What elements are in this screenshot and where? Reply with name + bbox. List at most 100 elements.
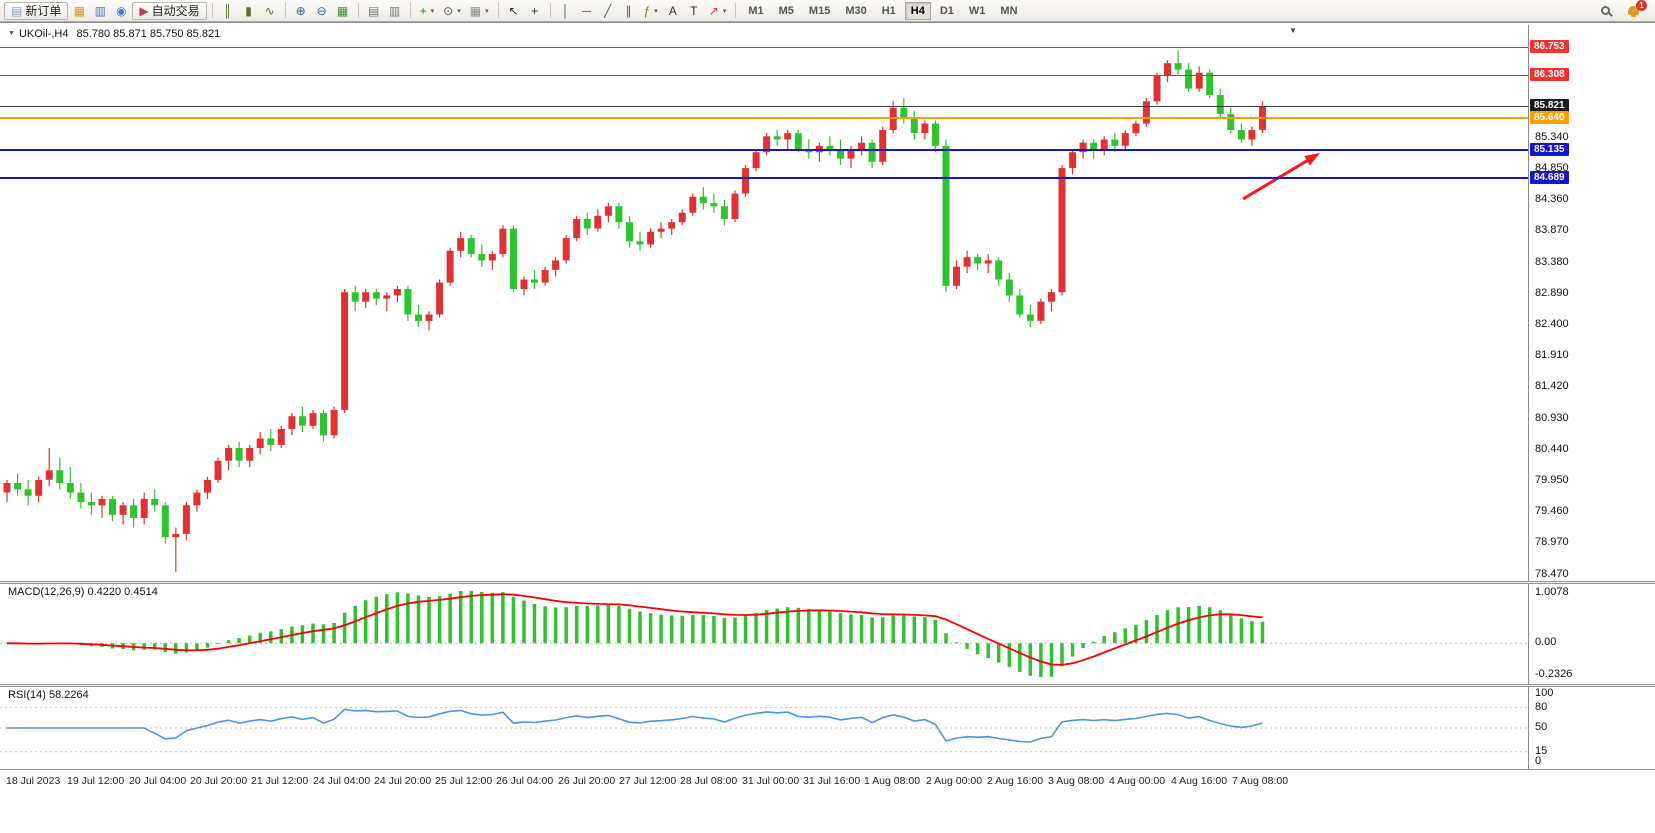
auto-trading-button[interactable]: ▶ 自动交易 — [132, 1, 207, 20]
zoom-out-icon: ⊖ — [316, 3, 327, 18]
macd-panel[interactable]: MACD(12,26,9) 0.4220 0.4514 — [0, 584, 1528, 684]
time-axis-label: 26 Jul 20:00 — [558, 775, 616, 787]
arrow-tools-icon: ↗ — [708, 3, 719, 18]
price-tick-label: 80.440 — [1535, 443, 1569, 455]
caret-down-icon: ▾ — [430, 7, 435, 15]
timeframe-h4-button[interactable]: H4 — [904, 1, 931, 20]
toolbar-separator — [284, 3, 286, 18]
chart-shift-marker[interactable]: ▼ — [1289, 26, 1297, 35]
price-tick-label: 78.470 — [1535, 568, 1569, 580]
toolbar-separator — [735, 3, 737, 18]
macd-axis-zero: 0.00 — [1535, 636, 1557, 648]
timeframe-h1-button[interactable]: H1 — [881, 4, 896, 17]
arrow-tools-button[interactable]: ↗ ▾ — [705, 2, 731, 20]
timeframe-w1-button[interactable]: W1 — [968, 4, 986, 17]
caret-down-icon: ▾ — [457, 7, 461, 15]
crosshair-button[interactable]: + — [525, 2, 545, 20]
navigator-button[interactable]: ◉ — [111, 2, 131, 20]
zoom-out-button[interactable]: ⊖ — [312, 2, 332, 20]
timeframe-bar: M1 M5 M15 M30 H1 H4 D1 W1 MN — [741, 1, 1024, 20]
chart-canvas[interactable]: ▼ UKOil-,H4 85.780 85.871 85.750 85.821 ▼ — [0, 25, 1528, 581]
price-tick-label: 83.380 — [1535, 256, 1569, 268]
caret-down-icon: ▾ — [485, 7, 489, 15]
panel-separator-rsi[interactable] — [0, 684, 1655, 687]
rsi-plot — [0, 707, 1528, 753]
bar-chart-button[interactable]: ║ — [218, 2, 238, 20]
time-axis-label: 1 Aug 08:00 — [864, 775, 921, 787]
price-tick-label: 79.950 — [1535, 474, 1569, 486]
templates-button[interactable]: ▦ ▾ — [466, 2, 493, 20]
fibonacci-icon: ƒ — [643, 3, 651, 18]
macd-axis-min: -0.2326 — [1535, 668, 1573, 680]
symbol-label: UKOil-,H4 — [18, 28, 69, 40]
time-axis-label: 27 Jul 12:00 — [619, 775, 677, 787]
auto-trading-label: 自动交易 — [151, 4, 200, 18]
toolbar-separator — [497, 3, 499, 18]
notifications-button[interactable]: 1 — [1623, 0, 1647, 20]
resistance-lower-badge: 86.308 — [1530, 68, 1569, 81]
ohlc-readout: 85.780 85.871 85.750 85.821 — [76, 28, 221, 40]
vertical-line-icon: │ — [561, 3, 570, 18]
new-order-label: 新订单 — [25, 4, 62, 18]
timeframe-mn-button[interactable]: MN — [1000, 4, 1018, 17]
price-tick-label: 82.400 — [1535, 318, 1569, 330]
timeframe-d1-button[interactable]: D1 — [939, 4, 954, 17]
pivot-orange-badge: 85.640 — [1530, 111, 1569, 124]
time-axis[interactable]: 18 Jul 2023 19 Jul 12:00 20 Jul 04:00 20 Ju… — [0, 769, 1655, 791]
candles-layer — [3, 50, 1320, 573]
window-list-button[interactable]: ▥ — [385, 2, 405, 20]
horizontal-line-button[interactable]: ─ — [577, 2, 597, 20]
timeframe-m5-button[interactable]: M5 — [778, 4, 794, 17]
market-watch-button[interactable]: ▦ — [69, 2, 89, 20]
fibonacci-button[interactable]: ƒ ▾ — [640, 2, 662, 20]
timeframe-m30-button[interactable]: M30 — [845, 4, 867, 17]
caret-down-icon: ▾ — [654, 7, 658, 15]
rsi-panel[interactable]: RSI(14) 58.2264 — [0, 687, 1528, 769]
rsi-axis-label: 100 — [1535, 687, 1554, 699]
new-order-button[interactable]: ▤ 新订单 — [4, 1, 69, 20]
market-watch-icon: ▦ — [73, 3, 86, 18]
periods-icon: ⊙ — [443, 3, 454, 18]
time-axis-label: 4 Aug 00:00 — [1109, 775, 1166, 787]
bell-icon — [1627, 6, 1639, 17]
price-tick-label: 81.910 — [1535, 349, 1569, 361]
time-labels: 18 Jul 2023 19 Jul 12:00 20 Jul 04:00 20 Ju… — [0, 770, 1655, 791]
cascade-windows-button[interactable]: ▤ — [364, 2, 384, 20]
price-tick-label: 85.340 — [1535, 131, 1569, 143]
panel-separator-macd[interactable] — [0, 581, 1655, 584]
text-button[interactable]: A — [663, 2, 683, 20]
vertical-line-button[interactable]: │ — [556, 2, 576, 20]
time-axis-label: 4 Aug 16:00 — [1171, 775, 1228, 787]
data-window-button[interactable]: ▥ — [90, 2, 110, 20]
time-axis-label: 20 Jul 04:00 — [129, 775, 187, 787]
price-tick-label: 79.460 — [1535, 505, 1569, 517]
macd-plot — [0, 591, 1528, 677]
support-upper-badge: 85.135 — [1530, 143, 1569, 156]
cursor-button[interactable]: ↖ — [504, 2, 524, 20]
current-price-badge: 85.821 — [1530, 99, 1569, 112]
timeframe-m15-button[interactable]: M15 — [808, 4, 831, 17]
crosshair-icon: + — [531, 3, 539, 18]
rsi-axis-label: 80 — [1535, 701, 1548, 713]
collapse-indicators-icon[interactable]: ▼ — [8, 30, 15, 37]
line-chart-button[interactable]: ∿ — [260, 2, 280, 20]
price-axis[interactable]: 85.340 84.850 84.360 83.870 83.380 82.890 82.4… — [1529, 25, 1655, 581]
axis-border — [1528, 25, 1529, 769]
text-label-button[interactable]: T — [684, 2, 704, 20]
trendline-button[interactable]: ╱ — [598, 2, 618, 20]
price-tick-label: 80.930 — [1535, 412, 1569, 424]
search-button[interactable] — [1595, 2, 1615, 20]
resistance-upper-badge: 86.753 — [1530, 40, 1569, 53]
periods-button[interactable]: ⊙ ▾ — [439, 2, 465, 20]
macd-axis-max: 1.0078 — [1535, 586, 1569, 598]
new-chart-button[interactable]: + ▾ — [416, 2, 439, 20]
timeframe-m1-button[interactable]: M1 — [748, 4, 764, 17]
new-chart-icon: + — [419, 3, 427, 18]
new-order-icon: ▤ — [11, 3, 23, 18]
candlestick-chart-button[interactable]: ▮ — [239, 2, 259, 20]
trendline-icon: ╱ — [603, 3, 612, 18]
tile-windows-button[interactable]: ▦ — [333, 2, 353, 20]
equidistant-channel-button[interactable]: ∥ — [619, 2, 639, 20]
cascade-windows-icon: ▤ — [367, 3, 380, 18]
zoom-in-button[interactable]: ⊕ — [291, 2, 311, 20]
